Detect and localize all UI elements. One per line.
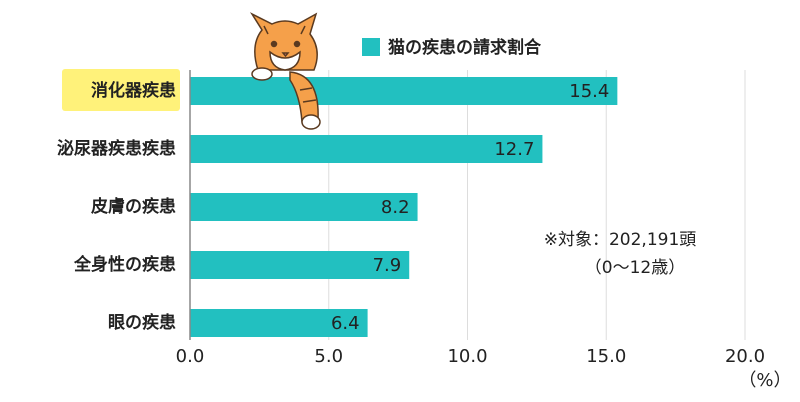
bar xyxy=(190,193,418,221)
cat-illustration xyxy=(249,12,321,130)
x-tick-label: 15.0 xyxy=(586,346,626,367)
y-tick-label: 皮膚の疾患 xyxy=(91,196,176,217)
x-tick-label: 5.0 xyxy=(314,346,343,367)
annotation: （0〜12歳） xyxy=(585,258,685,278)
value-label: 7.9 xyxy=(373,255,402,276)
value-label: 15.4 xyxy=(569,81,609,102)
value-label: 12.7 xyxy=(494,139,534,160)
bar xyxy=(190,135,543,163)
bar xyxy=(190,309,368,337)
y-tick-label: 全身性の疾患 xyxy=(73,254,176,275)
x-axis-label: （%） xyxy=(738,370,791,391)
x-tick-label: 10.0 xyxy=(447,346,487,367)
legend-label: 猫の疾患の請求割合 xyxy=(388,37,542,58)
legend-swatch xyxy=(362,38,380,56)
y-tick-label: 眼の疾患 xyxy=(108,312,176,333)
value-label: 6.4 xyxy=(331,313,360,334)
y-tick-label: 消化器疾患 xyxy=(91,80,176,101)
y-tick-label: 泌尿器疾患疾患 xyxy=(57,138,176,159)
x-tick-label: 0.0 xyxy=(176,346,205,367)
bar xyxy=(190,251,410,279)
annotation: ※対象：202,191頭 xyxy=(544,230,697,250)
category-highlight xyxy=(62,69,180,111)
bar xyxy=(190,77,618,105)
value-label: 8.2 xyxy=(381,197,410,218)
x-tick-label: 20.0 xyxy=(725,346,765,367)
